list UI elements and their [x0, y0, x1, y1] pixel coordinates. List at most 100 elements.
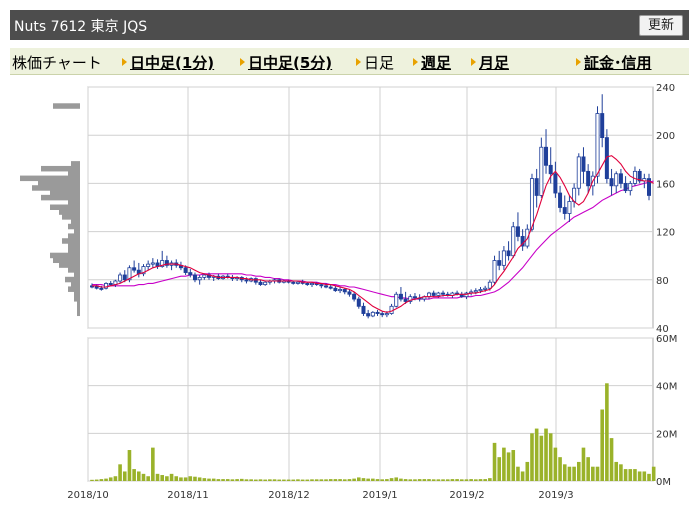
volume-bar: [436, 479, 441, 481]
x-tick-label: 2018/11: [167, 490, 209, 501]
volume-bar: [179, 477, 183, 481]
candle-body: [146, 263, 151, 267]
volume-profile-bar: [68, 267, 80, 273]
volume-tick-label: 20M: [656, 429, 677, 440]
candle-body: [473, 290, 478, 293]
volume-bar: [94, 479, 99, 481]
volume-bar: [459, 479, 464, 481]
candle-body: [333, 287, 338, 292]
x-tick-label: 2018/10: [67, 490, 109, 501]
volume-bar: [530, 433, 534, 481]
arrow-icon: [471, 58, 476, 66]
candle-body: [108, 283, 113, 286]
volume-bar: [174, 476, 179, 481]
candle-body: [104, 283, 109, 289]
volume-bar: [371, 478, 375, 481]
candle-body: [586, 170, 591, 187]
volume-bar: [572, 466, 576, 481]
volume-profile-bar: [68, 223, 80, 230]
volume-profile-bar: [65, 276, 80, 283]
candle-body: [202, 274, 207, 278]
volume-bar: [633, 469, 637, 481]
price-tick-label: 200: [656, 131, 675, 142]
volume-bar: [282, 479, 286, 481]
tab-margin-credit[interactable]: 証金･信用: [576, 52, 652, 73]
tab-intraday-5min[interactable]: 日中足(5分): [240, 52, 332, 73]
volume-bar: [197, 477, 202, 481]
candle-body: [164, 260, 169, 266]
candle-body: [244, 279, 249, 282]
volume-bar: [647, 473, 651, 481]
volume-bar: [132, 469, 136, 481]
volume-profile-bar: [74, 291, 80, 297]
x-tick-label: 2018/12: [268, 490, 310, 501]
volume-profile-bar: [59, 209, 80, 215]
refresh-button[interactable]: 更新: [639, 15, 683, 36]
volume-bar: [567, 466, 572, 481]
candle-body: [464, 292, 469, 298]
candle-body: [253, 278, 258, 283]
volume-bar: [422, 479, 427, 481]
volume-bar: [581, 447, 586, 481]
volume-bar: [474, 479, 478, 481]
volume-bar: [221, 479, 225, 481]
volume-bar: [207, 478, 211, 481]
volume-bar: [469, 479, 473, 481]
volume-bar: [595, 466, 600, 481]
arrow-icon: [122, 58, 127, 66]
moving-average-long-line: [92, 180, 654, 300]
volume-profile: [20, 103, 80, 317]
volume-profile-bar: [38, 180, 80, 186]
volume-panel: 60M 40M 20M 0M: [87, 334, 677, 488]
volume-bar: [628, 469, 633, 481]
candle-body: [338, 289, 343, 292]
candle-body: [394, 293, 399, 307]
volume-bar: [417, 479, 422, 481]
volume-bar: [155, 473, 160, 481]
volume-bar: [249, 479, 253, 481]
volume-bar: [605, 383, 609, 481]
volume-bar: [511, 450, 516, 481]
volume-bar: [347, 479, 352, 481]
volume-bar: [492, 442, 497, 481]
volume-bar: [127, 450, 132, 481]
volume-profile-bar: [41, 165, 80, 172]
candle-body: [478, 289, 483, 292]
candle-body: [361, 305, 366, 314]
candle-body: [609, 178, 614, 187]
volume-bar: [600, 409, 604, 481]
volume-bar: [310, 479, 314, 481]
candle-body: [487, 281, 492, 289]
volume-bar: [483, 479, 487, 481]
candle-body: [122, 274, 127, 281]
tab-weekly[interactable]: 週足: [413, 52, 451, 73]
volume-bar: [268, 479, 272, 481]
candle-body: [263, 281, 268, 286]
volume-bar: [637, 471, 642, 481]
volume-profile-bar: [68, 286, 80, 292]
candle-body: [375, 311, 380, 314]
candle-body: [637, 170, 642, 182]
tab-daily: 日足: [356, 52, 394, 73]
tab-monthly[interactable]: 月足: [471, 52, 509, 73]
tab-intraday-1min[interactable]: 日中足(1分): [122, 52, 214, 73]
volume-bar: [380, 479, 385, 481]
candle-body: [160, 260, 165, 267]
volume-profile-bar: [71, 281, 80, 288]
arrow-icon: [413, 58, 418, 66]
volume-profile-bar: [71, 218, 80, 225]
volume-bar: [99, 479, 104, 481]
volume-bar: [338, 479, 342, 481]
candle-body: [628, 182, 633, 192]
volume-bar: [389, 478, 394, 481]
candle-body: [305, 283, 310, 286]
volume-bar: [609, 438, 614, 481]
volume-profile-bar: [74, 296, 80, 302]
volume-bar: [516, 466, 520, 481]
volume-profile-bar: [68, 243, 80, 249]
candle-body: [515, 226, 520, 237]
volume-bar: [263, 479, 267, 481]
volume-bar: [548, 433, 553, 481]
candle-body: [352, 293, 357, 300]
volume-bar: [165, 476, 169, 481]
